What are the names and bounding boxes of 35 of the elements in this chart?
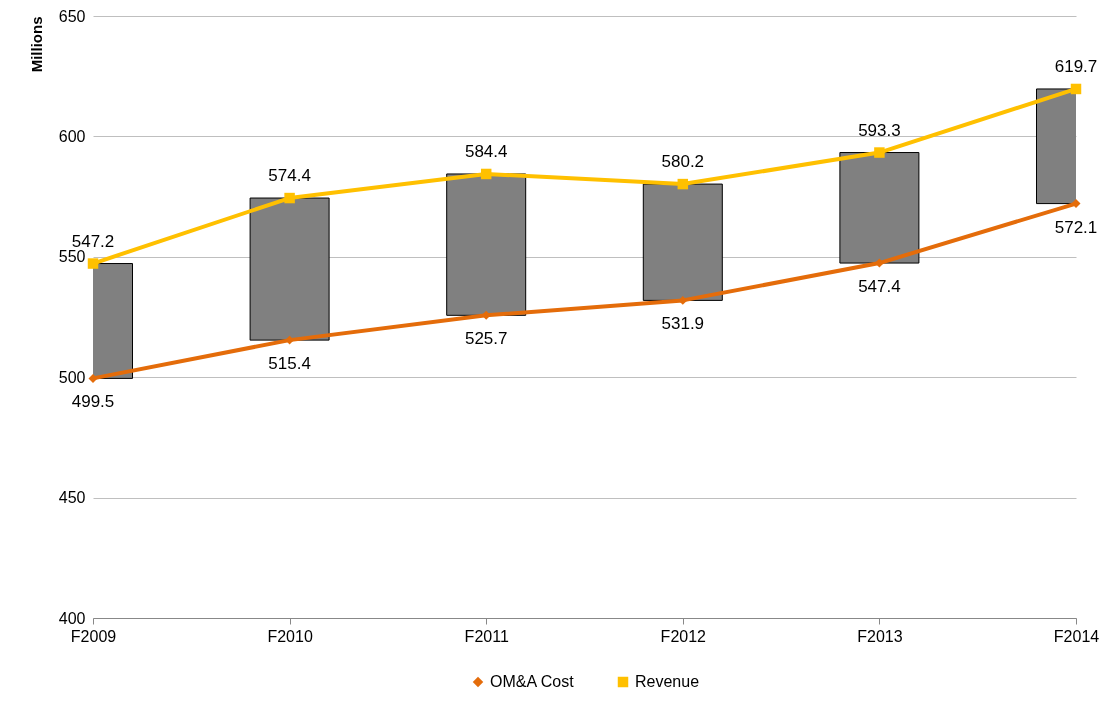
point xyxy=(480,168,492,180)
x-tick-label: F2012 xyxy=(660,627,707,645)
y-axis-title: Millions xyxy=(27,16,45,73)
data-label: 593.3 xyxy=(858,120,901,140)
point xyxy=(677,178,689,190)
x-tick-label: F2011 xyxy=(464,627,509,645)
y-tick-label: 500 xyxy=(58,368,86,386)
point xyxy=(284,192,295,204)
point xyxy=(87,258,99,269)
data-label: 572.1 xyxy=(1054,217,1098,237)
point xyxy=(1071,199,1081,209)
data-label: 515.4 xyxy=(268,354,311,374)
y-tick-label: 600 xyxy=(58,127,86,145)
data-label: 547.2 xyxy=(71,231,115,251)
x-tick-label: F2014 xyxy=(1053,627,1100,645)
legend-label: OM&A Cost xyxy=(490,673,575,690)
data-label: 584.4 xyxy=(464,141,508,161)
point xyxy=(1070,83,1082,95)
data-label: 619.7 xyxy=(1054,56,1098,76)
y-tick-label: 400 xyxy=(58,609,86,627)
data-label: 580.2 xyxy=(661,152,705,172)
data-label: 547.4 xyxy=(858,277,901,297)
y-tick-label: 450 xyxy=(58,489,86,507)
y-tick-label: 550 xyxy=(58,248,86,266)
x-tick-label: F2013 xyxy=(857,627,903,645)
data-label: 531.9 xyxy=(661,314,705,334)
point xyxy=(874,147,885,158)
x-tick-label: F2009 xyxy=(70,627,117,645)
point xyxy=(88,373,98,383)
data-label: 525.7 xyxy=(464,329,508,349)
data-label: 574.4 xyxy=(268,166,311,186)
data-label: 499.5 xyxy=(71,392,115,412)
y-tick-label: 650 xyxy=(58,7,86,25)
legend-label: Revenue xyxy=(635,673,700,690)
x-tick-label: F2010 xyxy=(267,627,313,645)
